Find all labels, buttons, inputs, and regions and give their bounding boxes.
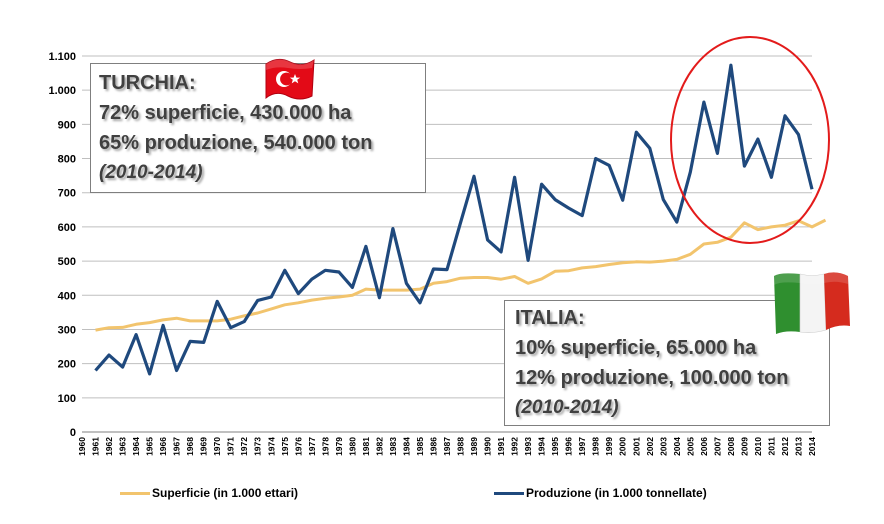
legend-label-superficie: Superficie (in 1.000 ettari): [152, 486, 299, 500]
turkey-title: TURCHIA:: [99, 72, 196, 94]
x-tick-label: 1980: [347, 437, 357, 456]
x-tick-label: 1975: [280, 437, 290, 456]
y-tick-label: 400: [58, 290, 76, 302]
x-tick-label: 1982: [374, 437, 384, 456]
x-tick-label: 2014: [807, 437, 817, 456]
x-tick-label: 1971: [226, 437, 236, 456]
x-tick-label: 2001: [631, 437, 641, 456]
x-tick-label: 1981: [361, 437, 371, 456]
y-tick-label: 100: [58, 393, 76, 405]
y-tick-label: 300: [58, 324, 76, 336]
x-tick-label: 2008: [726, 437, 736, 456]
x-tick-label: 2006: [699, 437, 709, 456]
legend-swatch-produzione: [494, 491, 524, 495]
x-tick-label: 1970: [212, 437, 222, 456]
y-tick-label: 0: [70, 427, 76, 439]
x-tick-label: 2000: [618, 437, 628, 456]
italy-produzione: 12% produzione, 100.000 ton: [515, 367, 789, 389]
x-tick-label: 1996: [564, 437, 574, 456]
x-tick-label: 1978: [320, 437, 330, 456]
italy-flag-icon: [774, 272, 850, 334]
turkey-flag-icon: [265, 58, 315, 100]
x-tick-label: 1991: [496, 437, 506, 456]
x-tick-label: 1992: [510, 437, 520, 456]
y-tick-label: 500: [58, 256, 76, 268]
x-tick-label: 2013: [793, 437, 803, 456]
x-tick-label: 2005: [685, 437, 695, 456]
legend-label-produzione: Produzione (in 1.000 tonnellate): [526, 486, 707, 500]
x-tick-label: 1985: [415, 437, 425, 456]
x-tick-label: 1977: [307, 437, 317, 456]
x-tick-label: 2003: [658, 437, 668, 456]
x-tick-label: 1968: [185, 437, 195, 456]
x-tick-label: 1964: [131, 437, 141, 456]
turkey-superficie: 72% superficie, 430.000 ha: [99, 102, 352, 124]
series-line-superficie: [95, 218, 827, 332]
x-tick-label: 1969: [199, 437, 209, 456]
italy-annotation-box: ITALIA: 10% superficie, 65.000 ha 12% pr…: [504, 300, 830, 426]
x-tick-label: 1963: [118, 437, 128, 456]
x-tick-label: 1995: [550, 437, 560, 456]
x-tick-label: 1967: [172, 437, 182, 456]
italy-title: ITALIA:: [515, 307, 585, 329]
y-tick-label: 200: [58, 359, 76, 371]
x-tick-label: 2002: [645, 437, 655, 456]
x-tick-label: 1988: [456, 437, 466, 456]
x-tick-label: 2004: [672, 437, 682, 456]
x-tick-label: 2007: [712, 437, 722, 456]
legend-produzione: Produzione (in 1.000 tonnellate): [494, 486, 707, 500]
x-tick-label: 2010: [753, 437, 763, 456]
x-tick-label: 1994: [537, 437, 547, 456]
legend-superficie: Superficie (in 1.000 ettari): [120, 486, 298, 500]
y-tick-label: 700: [58, 188, 76, 200]
turkey-annotation-box: TURCHIA: 72% superficie, 430.000 ha 65% …: [90, 63, 426, 193]
x-tick-label: 1990: [483, 437, 493, 456]
x-tick-label: 1987: [442, 437, 452, 456]
x-tick-label: 1976: [293, 437, 303, 456]
y-tick-label: 1.100: [48, 51, 76, 63]
y-tick-label: 1.000: [48, 85, 76, 97]
x-tick-label: 2011: [766, 437, 776, 456]
series-line-produzione: [94, 63, 814, 376]
x-tick-label: 1997: [577, 437, 587, 456]
y-axis-ticks: 0 100 200 300 400 500 600 700 800 900 1.000 1.100: [48, 51, 76, 439]
y-tick-label: 800: [58, 154, 76, 166]
x-tick-label: 1972: [239, 437, 249, 456]
x-tick-label: 1966: [158, 437, 168, 456]
x-tick-label: 1986: [428, 437, 438, 456]
x-tick-label: 1974: [266, 437, 276, 456]
x-tick-label: 1965: [145, 437, 155, 456]
legend-swatch-superficie: [120, 491, 150, 495]
italy-superficie: 10% superficie, 65.000 ha: [515, 337, 757, 359]
x-tick-label: 1962: [104, 437, 114, 456]
y-tick-label: 900: [58, 119, 76, 131]
x-tick-label: 1961: [91, 437, 101, 456]
x-tick-label: 2009: [739, 437, 749, 456]
highlight-circle: [670, 36, 830, 244]
x-tick-label: 1999: [604, 437, 614, 456]
turkey-period: (2010-2014): [99, 162, 203, 183]
x-tick-label: 1989: [469, 437, 479, 456]
x-tick-label: 1984: [401, 437, 411, 456]
x-tick-label: 1973: [253, 437, 263, 456]
x-tick-label: 2012: [780, 437, 790, 456]
x-tick-label: 1960: [77, 437, 87, 456]
series-superficie: [95, 218, 827, 332]
x-tick-label: 1979: [334, 437, 344, 456]
series-produzione: [94, 63, 814, 376]
turkey-produzione: 65% produzione, 540.000 ton: [99, 132, 373, 154]
x-tick-label: 1998: [591, 437, 601, 456]
x-tick-label: 1983: [388, 437, 398, 456]
italy-period: (2010-2014): [515, 397, 619, 418]
x-axis-ticks: 1960 1961 1962 1963 1964 1965 1966 1967 1968 1969…: [77, 437, 817, 456]
y-tick-label: 600: [58, 222, 76, 234]
x-tick-label: 1993: [523, 437, 533, 456]
